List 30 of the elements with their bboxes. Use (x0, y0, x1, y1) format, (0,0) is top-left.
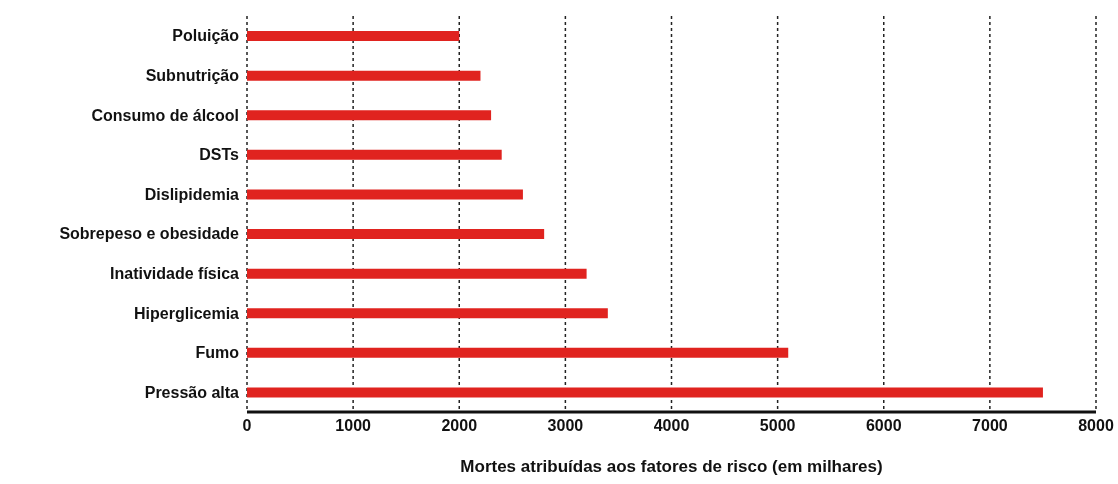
x-tick-label: 7000 (972, 417, 1008, 435)
bar (247, 387, 1043, 398)
y-tick-label: Pressão alta (144, 383, 240, 401)
bar (247, 110, 492, 121)
y-tick-label: Dislipidemia (144, 185, 240, 203)
bar (247, 229, 545, 240)
x-tick-label: 8000 (1078, 417, 1114, 435)
x-tick-label: 1000 (335, 417, 372, 435)
y-tick-label: Inatividade física (110, 265, 240, 283)
y-tick-label: Sobrepeso e obesidade (59, 225, 240, 243)
x-tick-label: 6000 (865, 417, 902, 435)
bar (247, 189, 523, 200)
x-tick-label: 2000 (441, 417, 478, 435)
x-tick-label: 4000 (653, 417, 690, 435)
x-tick-label: 5000 (759, 417, 796, 435)
bar (247, 308, 608, 319)
x-tick-label: 3000 (547, 417, 584, 435)
bar (247, 31, 460, 42)
y-tick-label: Poluição (172, 27, 240, 45)
x-axis-title: Mortes atribuídas aos fatores de risco (em milhares) (460, 457, 883, 476)
x-tick-label: 0 (242, 417, 252, 435)
bar (247, 70, 481, 81)
bar (247, 347, 789, 358)
y-tick-label: Hiperglicemia (134, 304, 240, 322)
bar (247, 268, 587, 279)
bar (247, 149, 502, 160)
y-tick-label: Subnutrição (145, 67, 240, 85)
y-tick-label: Consumo de álcool (91, 106, 239, 124)
y-tick-label: DSTs (199, 146, 240, 164)
y-tick-label: Fumo (195, 344, 240, 362)
